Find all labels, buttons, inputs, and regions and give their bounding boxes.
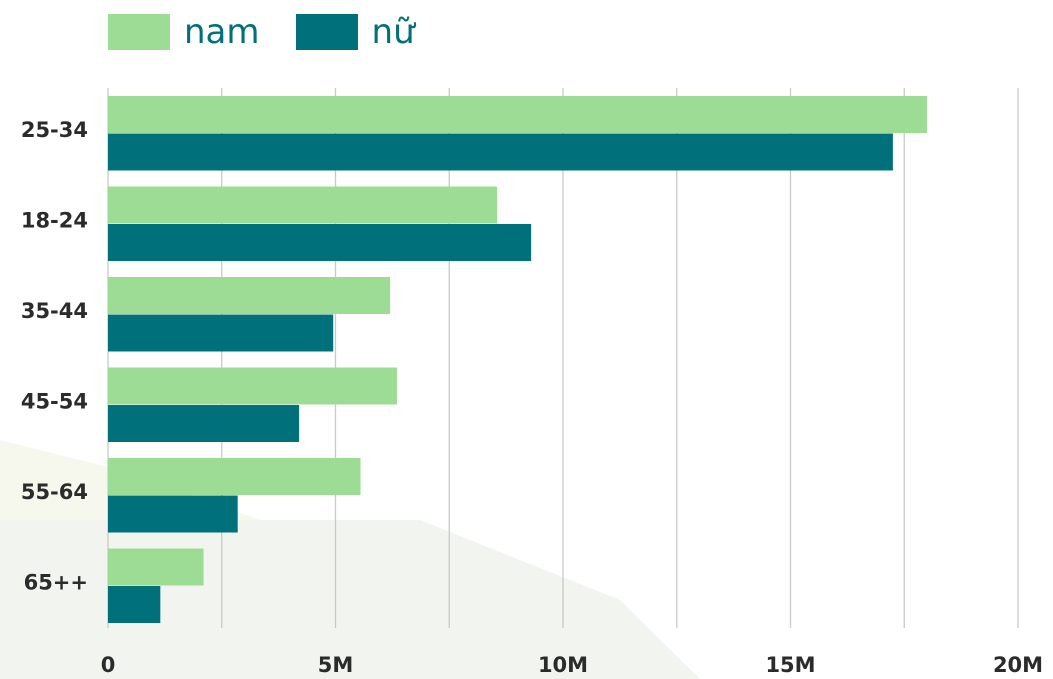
bar-55-64-nu [108, 495, 238, 533]
bar-65++-nu [108, 586, 161, 623]
bar-35-44-nu [108, 314, 334, 352]
legend-label-nam: nam [184, 12, 260, 52]
bar-25-34-nam [108, 96, 927, 133]
gridlines [107, 88, 1019, 628]
x-tick-label-20M: 20M [993, 653, 1043, 677]
bar-45-54-nu [108, 405, 300, 442]
bars [108, 96, 927, 623]
bar-55-64-nam [108, 458, 361, 495]
legend-item-nu: nữ [295, 12, 415, 52]
legend-item-nam: nam [108, 12, 260, 52]
legend-swatch-nam [108, 14, 170, 50]
category-label-35-44: 35-44 [21, 299, 88, 323]
x-tick-label-5M: 5M [318, 653, 354, 677]
bar-25-34-nu [108, 133, 893, 171]
category-label-18-24: 18-24 [21, 209, 88, 233]
bar-35-44-nam [108, 277, 391, 314]
bar-65++-nam [108, 548, 204, 586]
x-tick-labels: 0 5M 10M 15M 20M [101, 653, 1043, 677]
category-labels: 25-34 18-24 35-44 45-54 55-64 65++ [21, 118, 88, 595]
legend: nam nữ [108, 12, 451, 52]
legend-swatch-nu [295, 14, 358, 50]
x-tick-label-0: 0 [101, 653, 116, 677]
bar-18-24-nu [108, 224, 532, 261]
category-label-65++: 65++ [24, 571, 88, 595]
legend-label-nu: nữ [371, 12, 415, 52]
bar-18-24-nam [108, 186, 498, 224]
category-label-55-64: 55-64 [21, 480, 88, 504]
x-tick-label-10M: 10M [538, 653, 588, 677]
category-label-45-54: 45-54 [21, 390, 88, 414]
bar-45-54-nam [108, 367, 397, 405]
category-label-25-34: 25-34 [21, 118, 88, 142]
x-tick-label-15M: 15M [765, 653, 815, 677]
